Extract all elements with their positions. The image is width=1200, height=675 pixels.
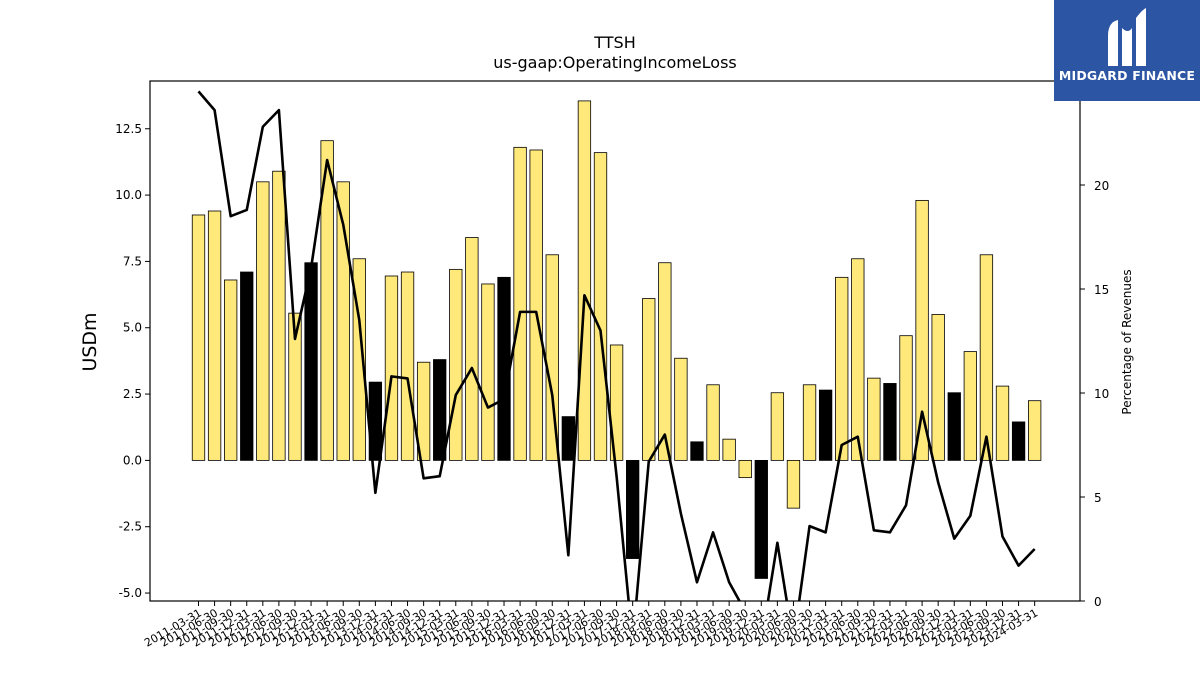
- bar-2018-03-31: [642, 298, 656, 461]
- bar-2018-12-31: [690, 441, 704, 461]
- y-tick-label: 7.5: [123, 254, 142, 268]
- y-tick-label: 5.0: [123, 321, 142, 335]
- bar-2021-03-31: [835, 276, 849, 461]
- bar-2017-09-30: [609, 344, 624, 461]
- bar-2019-12-31: [754, 459, 768, 579]
- bar-2020-03-31: [770, 392, 785, 461]
- bar-2014-12-31: [433, 359, 447, 461]
- bar-2021-06-30: [851, 258, 865, 461]
- bar-2011-09-30: [224, 279, 238, 461]
- y2-tick-label: 10: [1094, 387, 1109, 401]
- bar-2020-12-31: [818, 389, 833, 461]
- y2-tick-label: 20: [1094, 179, 1109, 193]
- bar-2015-03-31: [449, 268, 463, 461]
- plot-frame: [149, 80, 1081, 602]
- axes: -5.0-2.50.02.55.07.510.012.5051015202520…: [115, 75, 1109, 650]
- bar-2014-09-30: [416, 361, 431, 461]
- y2-tick-label: 0: [1094, 595, 1102, 609]
- bar-2012-06-30: [272, 170, 286, 461]
- bar-2016-03-31: [513, 146, 527, 461]
- bar-2016-06-30: [529, 149, 543, 461]
- logo-mark-icon: [1108, 8, 1146, 66]
- bar-2012-09-30: [288, 312, 302, 461]
- bar-2019-03-31: [706, 384, 720, 461]
- bar-series: [191, 100, 1042, 579]
- bar-2022-03-31: [899, 335, 913, 461]
- bar-2011-03-31: [191, 214, 206, 461]
- bar-2021-09-30: [867, 377, 881, 461]
- bar-2022-06-30: [915, 199, 929, 461]
- bar-2017-06-30: [593, 152, 608, 461]
- bar-2018-09-30: [674, 357, 688, 461]
- bar-2020-09-30: [802, 384, 817, 461]
- bar-2011-06-30: [207, 210, 222, 461]
- midgard-finance-logo: MIDGARD FINANCE: [1054, 0, 1200, 101]
- bar-2018-06-30: [658, 262, 672, 461]
- bar-2023-12-31: [1011, 421, 1026, 461]
- percentage-line-series: [197, 90, 1036, 601]
- y-tick-label: 10.0: [115, 188, 142, 202]
- bar-2015-06-30: [465, 237, 479, 461]
- y-tick-label: 2.5: [123, 387, 142, 401]
- bar-2019-09-30: [738, 459, 752, 479]
- bar-2023-09-30: [995, 385, 1010, 461]
- bar-2023-03-31: [963, 351, 977, 461]
- bar-2013-03-31: [320, 140, 334, 461]
- percentage-line: [197, 90, 1036, 601]
- bar-2019-06-30: [722, 438, 736, 461]
- bar-2022-12-31: [947, 392, 961, 461]
- y2-axis-label: Percentage of Revenues: [1120, 269, 1134, 414]
- y-tick-label: 0.0: [123, 453, 142, 467]
- bar-2015-09-30: [481, 283, 495, 461]
- bar-2012-03-31: [256, 181, 270, 461]
- chart-subtitle: us-gaap:OperatingIncomeLoss: [493, 53, 737, 72]
- bar-2013-06-30: [336, 181, 350, 461]
- bar-2014-03-31: [384, 275, 399, 461]
- bar-2017-12-31: [626, 459, 640, 559]
- y-tick-label: -5.0: [119, 586, 142, 600]
- y-axis-label: USDm: [79, 312, 101, 371]
- bar-2020-06-30: [786, 459, 801, 509]
- logo-text: MIDGARD FINANCE: [1058, 68, 1196, 83]
- bar-2014-06-30: [400, 271, 415, 461]
- y-tick-label: -2.5: [119, 520, 142, 534]
- y-tick-label: 12.5: [115, 122, 142, 136]
- chart-title: TTSH: [593, 33, 635, 52]
- bar-2011-12-31: [240, 271, 254, 461]
- bar-2022-09-30: [931, 314, 945, 461]
- bar-2023-06-30: [979, 254, 994, 461]
- bar-2016-12-31: [561, 416, 575, 461]
- y2-tick-label: 5: [1094, 491, 1102, 505]
- bar-2021-12-31: [883, 383, 897, 461]
- bar-2017-03-31: [577, 100, 592, 461]
- bar-2024-03-31: [1028, 400, 1042, 461]
- y2-tick-label: 15: [1094, 283, 1109, 297]
